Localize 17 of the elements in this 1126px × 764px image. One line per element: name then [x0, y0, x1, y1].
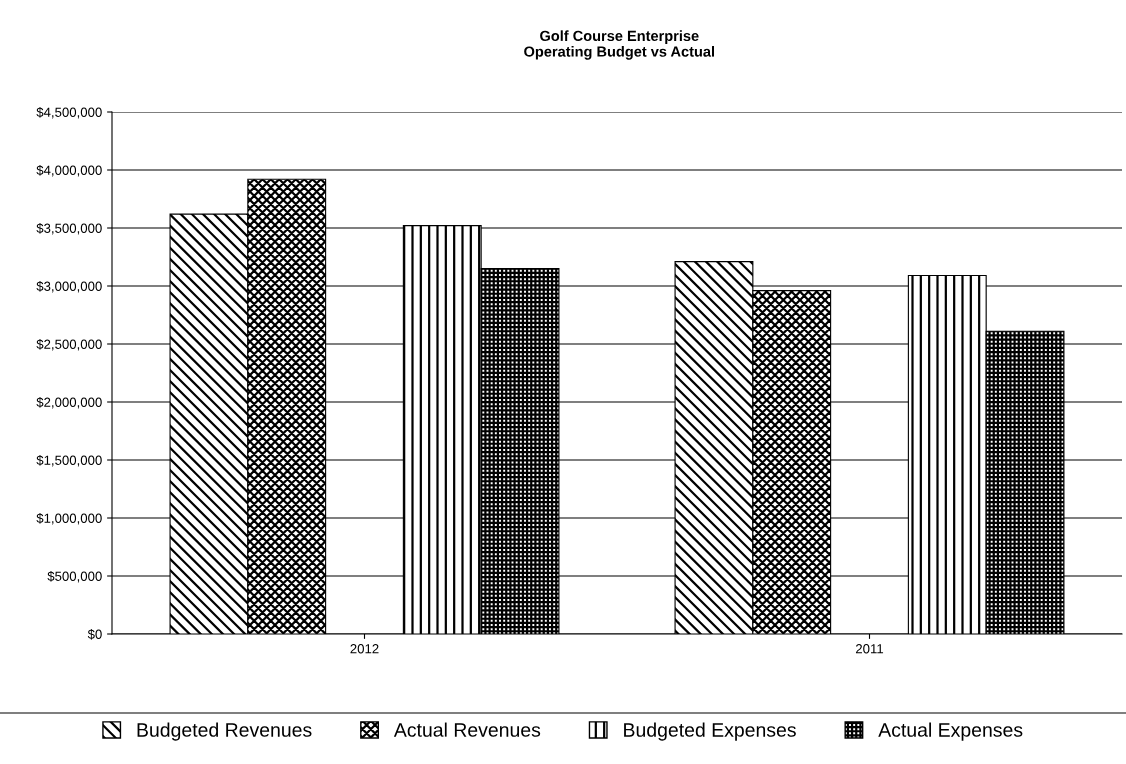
y-tick-label: $2,000,000 [36, 397, 102, 409]
y-tick-label: $4,000,000 [36, 165, 102, 177]
y-tick-label: $4,500,000 [36, 107, 102, 119]
x-tick-label: 2012 [350, 644, 379, 654]
y-tick-label: $3,500,000 [36, 223, 102, 235]
legend-label: Budgeted Expenses [624, 722, 796, 741]
y-tick-label: $1,500,000 [36, 455, 102, 467]
legend-label: Actual Revenues [393, 722, 541, 737]
x-tick-label: 2011 [855, 644, 884, 654]
y-tick-label: $500,000 [47, 571, 102, 583]
y-tick-label: $0 [87, 629, 102, 640]
y-tick-label: $1,000,000 [36, 513, 102, 525]
legend-label: Budgeted Revenues [137, 722, 312, 741]
y-tick-label: $2,500,000 [36, 339, 102, 351]
legend-label: Actual Expenses [878, 722, 1023, 741]
y-tick-label: $3,000,000 [36, 281, 102, 293]
chart-title: Golf Course Enterprise Operating Budget vs Actual [524, 30, 715, 60]
